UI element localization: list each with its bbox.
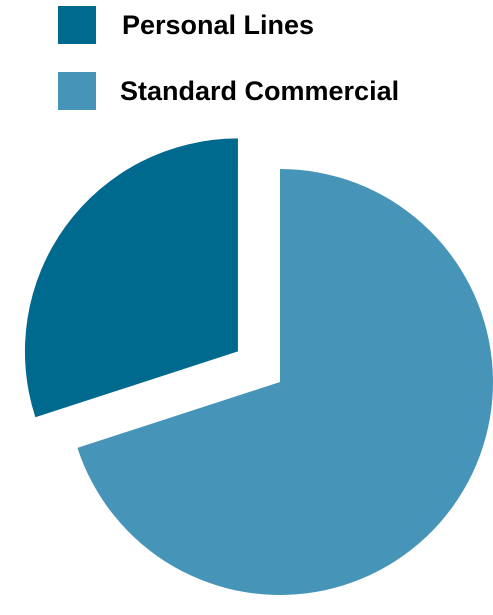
legend-swatch-personal-lines	[58, 6, 96, 44]
legend-label-personal-lines: Personal Lines	[122, 9, 315, 40]
pie-slice-standard-commercial	[77, 169, 493, 595]
legend-item-standard-commercial: Standard Commercial	[58, 72, 399, 110]
pie-slice-personal-lines	[24, 138, 238, 418]
legend-label-standard-commercial: Standard Commercial	[120, 75, 400, 106]
legend-item-personal-lines: Personal Lines	[58, 6, 314, 44]
legend-swatch-standard-commercial	[58, 72, 96, 110]
